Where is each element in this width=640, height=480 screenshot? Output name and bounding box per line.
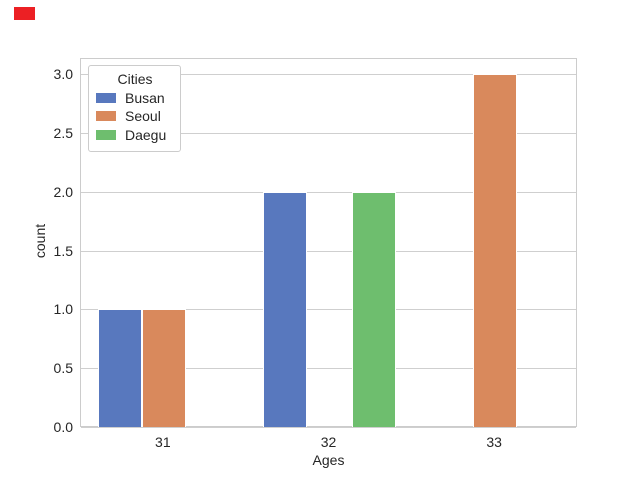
x-tick-label: 31 (155, 434, 171, 450)
legend: Cities Busan Seoul Daegu (88, 65, 181, 152)
red-marker (14, 7, 35, 20)
legend-item-daegu: Daegu (96, 127, 174, 143)
legend-item-seoul: Seoul (96, 108, 174, 124)
bar-busan-31 (97, 309, 142, 427)
bar-seoul-31 (141, 309, 186, 427)
plot-area (80, 58, 577, 428)
legend-label: Daegu (125, 126, 167, 143)
y-tick-label: 0.5 (53, 360, 73, 377)
y-tick-label: 2.0 (53, 183, 73, 200)
legend-label: Seoul (125, 108, 161, 124)
x-axis-label: Ages (312, 452, 345, 468)
legend-items: Busan Seoul Daegu (96, 90, 174, 143)
y-tick-label: 0.0 (53, 419, 73, 435)
legend-swatch-icon (96, 111, 116, 121)
gridline (81, 368, 576, 370)
y-tick-label: 2.5 (53, 125, 73, 142)
legend-swatch-icon (96, 129, 116, 140)
legend-item-busan: Busan (96, 90, 174, 106)
bar-daegu-32 (351, 191, 396, 427)
bar-busan-32 (263, 191, 308, 427)
bar-seoul-33 (473, 74, 518, 427)
gridline (81, 250, 576, 252)
y-tick-label: 1.0 (53, 301, 73, 318)
legend-label: Busan (125, 89, 165, 106)
y-tick-label: 1.5 (53, 242, 73, 259)
y-tick-label: 3.0 (53, 66, 73, 83)
gridline (81, 427, 576, 428)
legend-title: Cities (117, 71, 153, 87)
x-tick-label: 32 (320, 434, 337, 450)
legend-swatch-icon (96, 92, 116, 103)
x-tick-label: 33 (486, 434, 502, 450)
gridline (81, 133, 576, 135)
gridline (81, 74, 576, 76)
gridline (81, 191, 576, 193)
gridline (81, 309, 576, 311)
